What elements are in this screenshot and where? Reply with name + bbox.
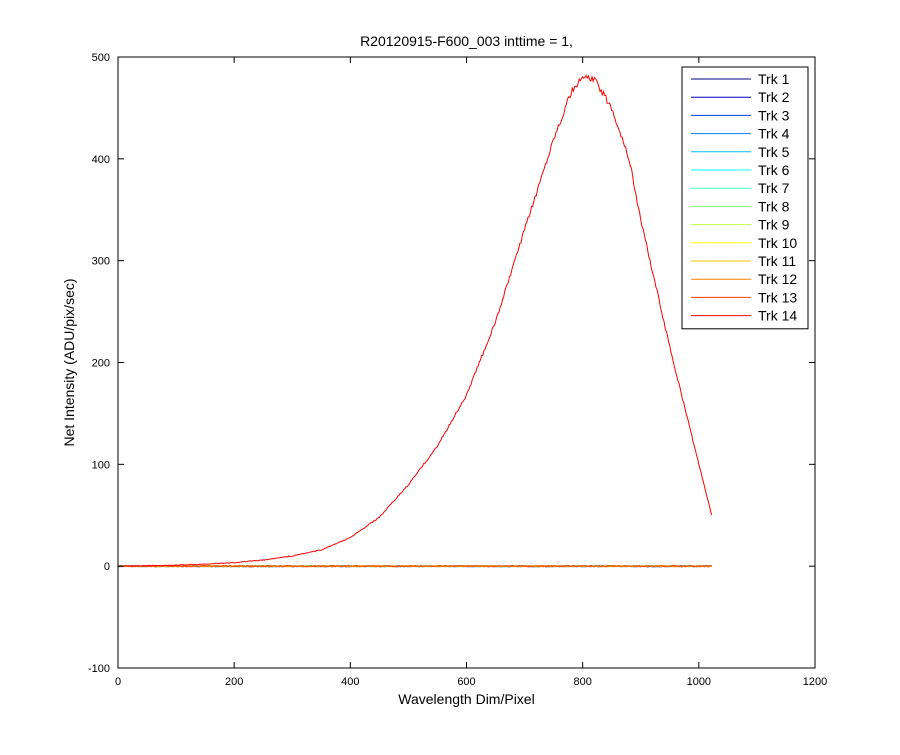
y-tick-label: -100 (88, 663, 110, 675)
y-tick-label: 400 (92, 154, 110, 166)
legend-label: Trk 5 (758, 144, 790, 160)
legend-label: Trk 10 (758, 235, 797, 251)
legend-label: Trk 3 (758, 107, 790, 123)
y-tick-label: 0 (104, 561, 110, 573)
chart-title: R20120915-F600_003 inttime = 1, (360, 33, 573, 49)
legend-label: Trk 9 (758, 217, 790, 233)
x-tick-label: 1200 (803, 676, 827, 688)
x-axis-label: Wavelength Dim/Pixel (398, 691, 534, 707)
legend-label: Trk 1 (758, 71, 790, 87)
legend-label: Trk 4 (758, 126, 790, 142)
legend-box (681, 66, 809, 330)
y-tick-label: 500 (92, 52, 110, 64)
legend-label: Trk 8 (758, 198, 790, 214)
y-axis-label: Net Intensity (ADU/pix/sec) (61, 278, 77, 446)
y-tick-label: 200 (92, 358, 110, 370)
legend-label: Trk 14 (758, 308, 797, 324)
x-tick-label: 0 (115, 676, 121, 688)
y-tick-label: 100 (92, 459, 110, 471)
legend: Trk 1 Trk 2 Trk 3 Trk 4 Trk 5 Trk 6 Trk 7 Trk 8… (681, 66, 809, 330)
legend-label: Trk 12 (758, 271, 797, 287)
series-line-trk-13 (117, 564, 712, 568)
series-line-trk-14 (117, 74, 713, 567)
legend-label: Trk 11 (758, 253, 796, 269)
legend-label: Trk 13 (758, 289, 797, 305)
x-tick-label: 400 (341, 676, 359, 688)
x-tick-label: 200 (225, 676, 243, 688)
x-tick-label: 800 (573, 676, 591, 688)
legend-label: Trk 2 (758, 89, 790, 105)
legend-label: Trk 6 (758, 162, 790, 178)
x-tick-label: 1000 (687, 676, 711, 688)
x-tick-label: 600 (457, 676, 475, 688)
y-tick-label: 300 (92, 256, 110, 268)
legend-label: Trk 7 (758, 180, 790, 196)
